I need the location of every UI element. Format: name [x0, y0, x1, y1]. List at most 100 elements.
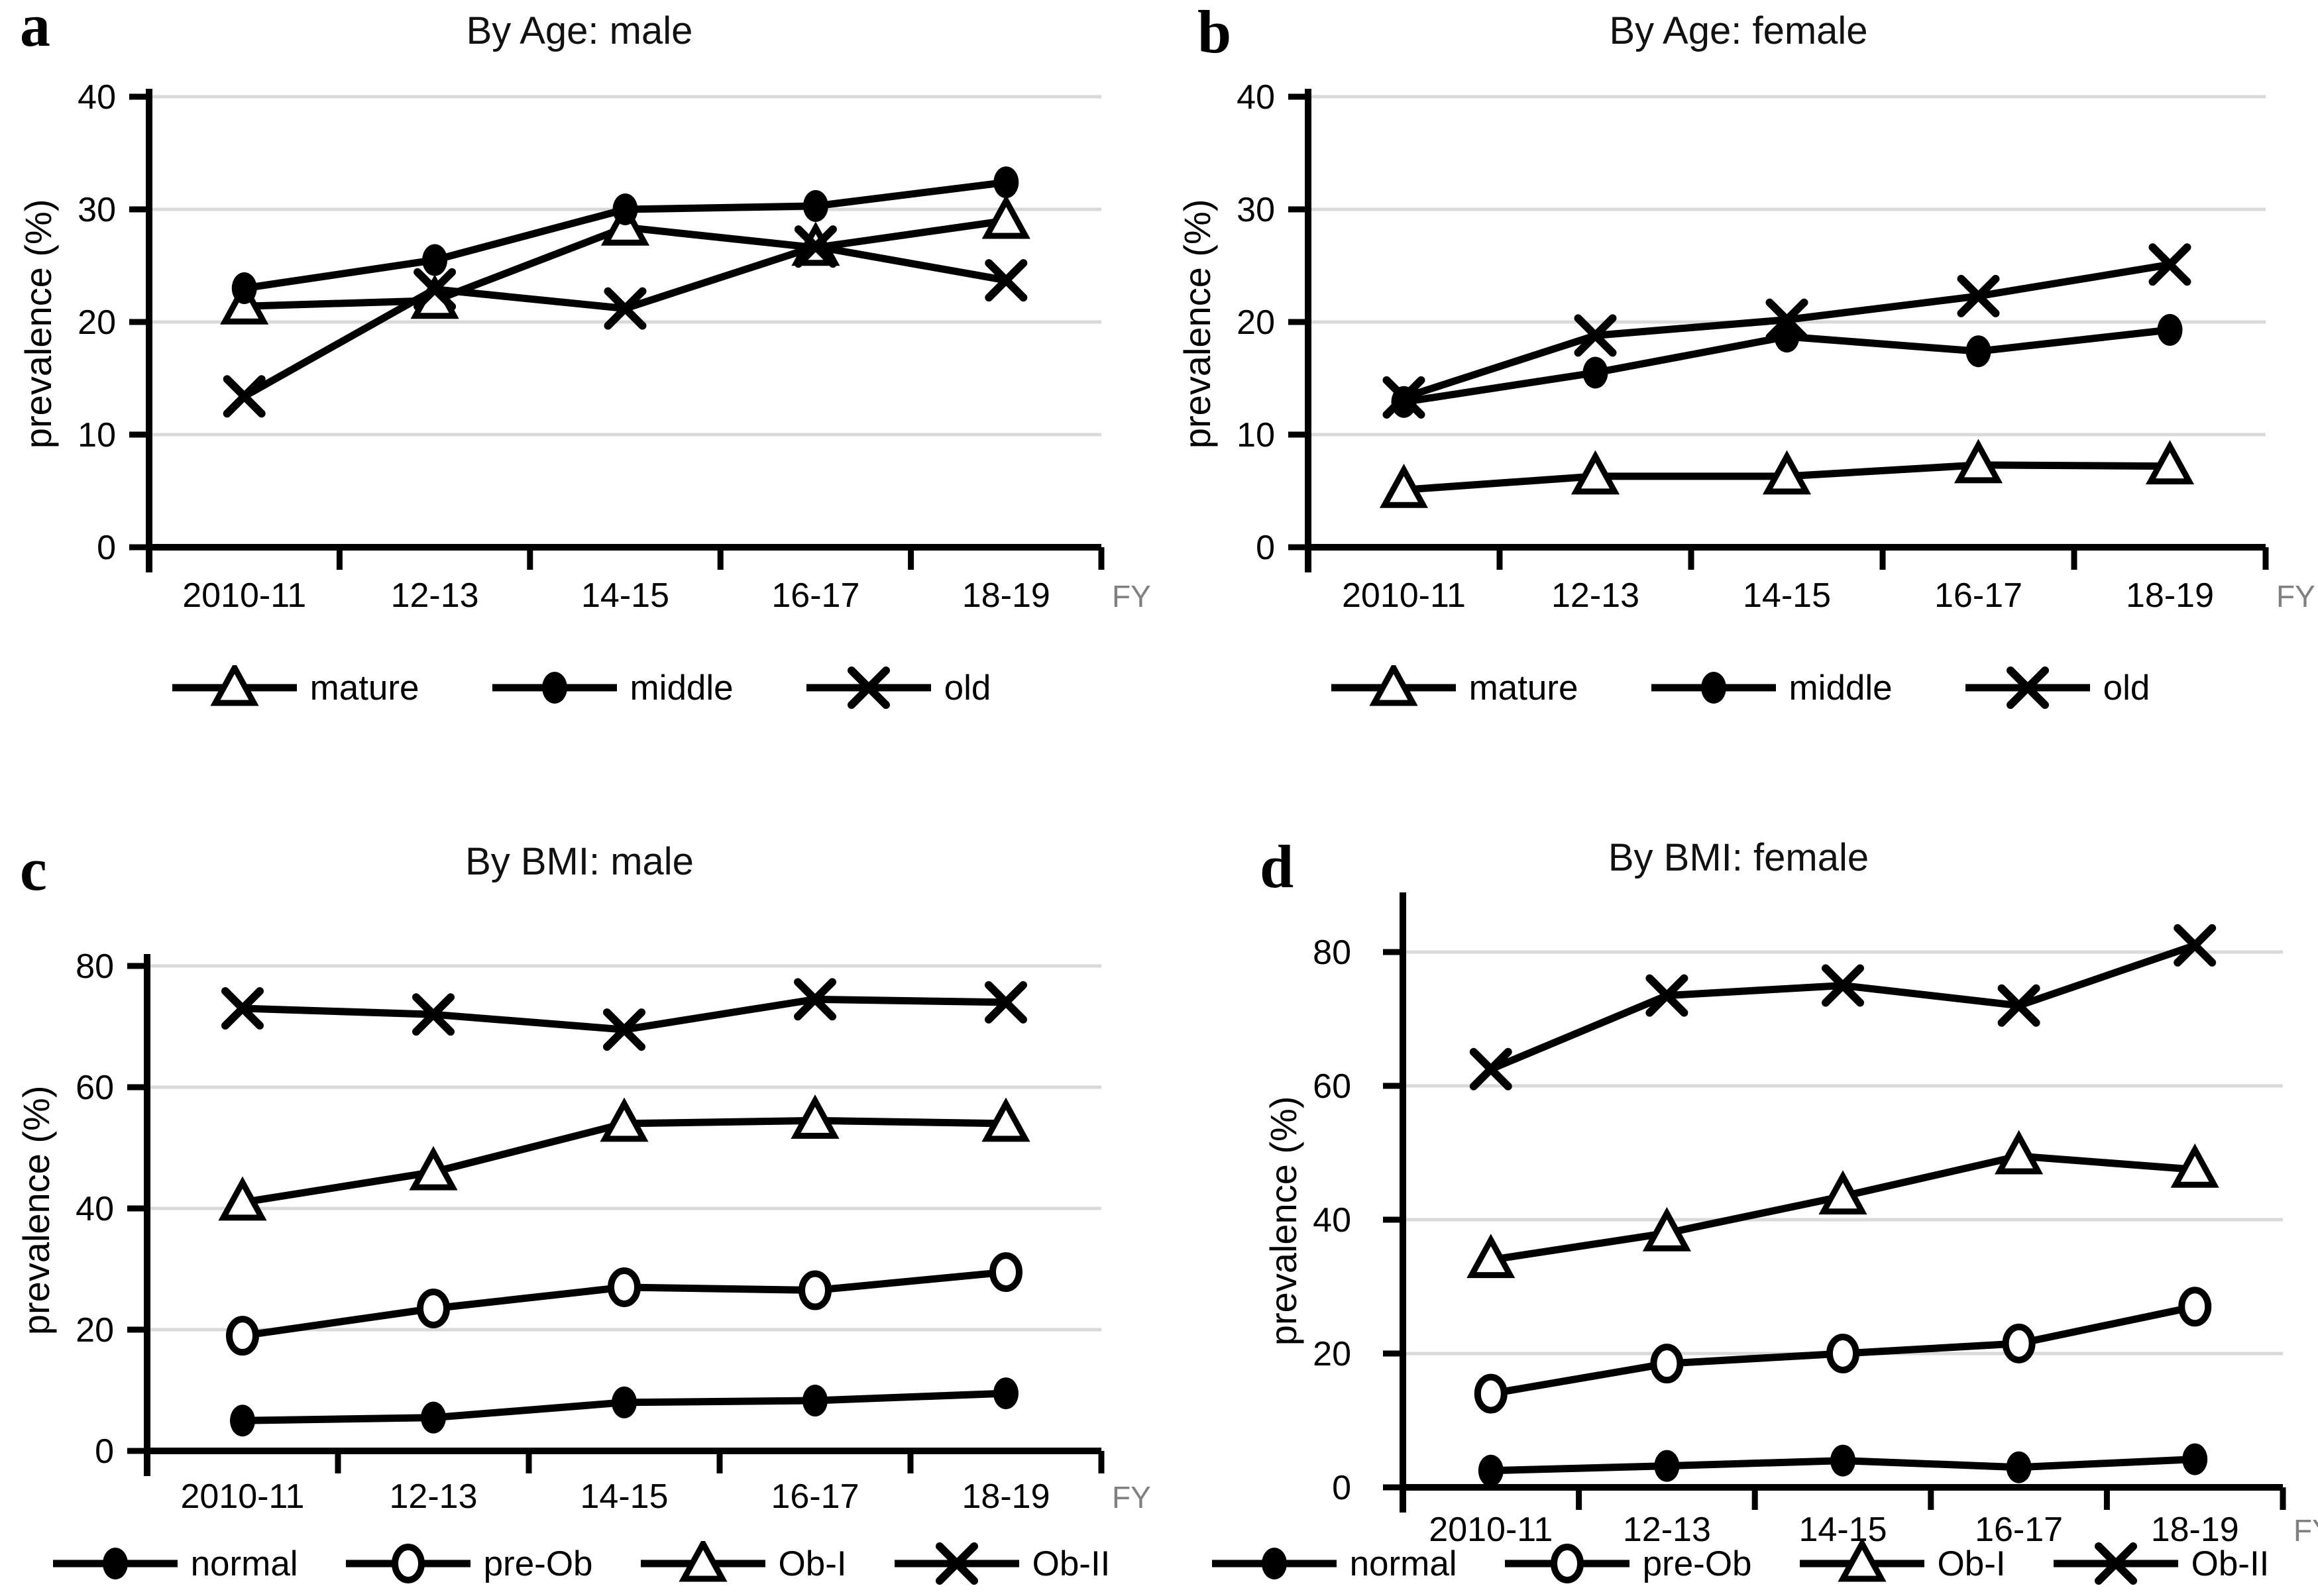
series-normal-circle-marker: [2006, 1451, 2032, 1483]
legend-item-old: old: [1961, 665, 2150, 710]
x-marker-stroke: [603, 1008, 645, 1051]
series-middle-circle-marker: [231, 272, 257, 304]
x-marker-stroke: [1822, 964, 1864, 1007]
x-tick-label-1: 12-13: [390, 1477, 478, 1516]
legend-key-middle: [1651, 672, 1776, 704]
series-normal-circle-marker: [1654, 1450, 1680, 1482]
series-mature-triangle-marker: [1379, 463, 1429, 508]
series-pre-Ob-open-circle-marker: [1826, 1334, 1859, 1373]
legend-item-middle: middle: [488, 665, 734, 710]
series-pre-Ob-open-circle-marker: [799, 1270, 832, 1310]
chart-canvas-a: 0 10 20 30 40 2010-11 12-13 14-15 16-17 18-19 FY: [78, 78, 1151, 615]
series-old-x-marker: [223, 375, 266, 418]
series-old-x-marker: [985, 259, 1028, 302]
x-marker-stroke: [985, 981, 1027, 1024]
y-tick-label-40: 40: [1237, 78, 1275, 117]
legend-item-mature: mature: [168, 665, 419, 710]
legend-item-mature: mature: [1327, 665, 1578, 710]
x-tick-label-0: 2010-11: [182, 576, 306, 615]
series-normal-circle-marker: [421, 1401, 446, 1434]
series-Ob-II-x-marker: [985, 981, 1027, 1024]
series-Ob-I-triangle-marker: [981, 1097, 1030, 1142]
legend-label-pre-Ob: pre-Ob: [483, 1544, 593, 1583]
x-marker-stroke: [414, 268, 457, 311]
legend-key-middle: [492, 672, 617, 704]
series-pre-Ob-open-circle-marker: [1474, 1373, 1508, 1414]
series-old-x-marker: [1957, 274, 2000, 317]
legend-item-pre-Ob: pre-Ob: [1501, 1541, 1752, 1586]
legend-item-normal: normal: [1208, 1541, 1457, 1586]
chart-title-b: By Age: female: [1609, 9, 1868, 52]
legend-normal-circle-marker: [1261, 1548, 1287, 1579]
y-tick-label-30: 30: [78, 191, 116, 229]
y-tick-label-60: 60: [1313, 1067, 1351, 1106]
y-tick-label-80: 80: [76, 947, 114, 986]
chart-canvas-b: 0 10 20 30 40 2010-11 12-13 14-15 16-17 18-19 FY: [1237, 78, 2315, 615]
series-Ob-I-triangle-marker: [218, 1176, 267, 1221]
x-tick-label-0: 2010-11: [181, 1477, 305, 1516]
x-tick-label-4: 18-19: [2151, 1511, 2239, 1549]
legend-item-Ob-II: Ob-II: [2050, 1541, 2270, 1586]
series-old-x-marker: [1574, 314, 1617, 357]
legend-key-Ob-II: [894, 1542, 1019, 1585]
legend-mature-triangle-marker: [1368, 665, 1418, 706]
series-normal-circle-marker: [2182, 1443, 2208, 1475]
legend-key-pre-Ob: [1504, 1544, 1629, 1583]
series-Ob-I-triangle-marker: [600, 1097, 649, 1142]
series-old-x-marker: [2148, 243, 2191, 286]
series-Ob-II-x-marker: [1645, 974, 1688, 1017]
legend-d: normal pre-Ob Ob-I Ob-II: [1159, 1541, 2318, 1586]
series-old-x-marker: [1382, 376, 1425, 419]
legend-mature-triangle-marker: [209, 665, 259, 706]
series-mature-triangle-marker: [1954, 439, 2003, 484]
y-tick-label-0: 0: [1256, 529, 1275, 567]
series-normal-circle-marker: [612, 1386, 637, 1418]
series-Ob-II-x-marker: [412, 993, 455, 1036]
legend-key-old: [1965, 666, 2090, 709]
fy-axis-label: FY: [1112, 1480, 1151, 1515]
legend-label-Ob-II: Ob-II: [2191, 1544, 2270, 1583]
series-mature-triangle-marker: [981, 194, 1030, 239]
legend-item-normal: normal: [49, 1541, 298, 1586]
series-mature-triangle-marker: [1571, 450, 1620, 495]
panel-letter-b: b: [1197, 0, 1232, 66]
y-tick-label-20: 20: [1313, 1335, 1351, 1373]
y-tick-label-0: 0: [97, 529, 116, 567]
y-tick-label-40: 40: [1313, 1201, 1351, 1240]
y-tick-label-40: 40: [78, 78, 116, 117]
legend-a: mature middle old: [0, 665, 1159, 710]
series-mature-triangle-marker: [2145, 440, 2195, 485]
x-tick-label-0: 2010-11: [1342, 576, 1466, 615]
legend-key-old: [806, 666, 931, 709]
fy-axis-label: FY: [2293, 1513, 2318, 1548]
panel-letter-c: c: [20, 835, 47, 903]
series-normal-circle-marker: [1830, 1444, 1855, 1477]
series-Ob-II-x-marker: [221, 987, 264, 1030]
y-tick-label-0: 0: [95, 1432, 114, 1471]
y-tick-label-30: 30: [1237, 191, 1275, 229]
legend-key-Ob-I: [1799, 1541, 1924, 1582]
legend-label-old: old: [2103, 668, 2150, 708]
legend-label-normal: normal: [190, 1544, 298, 1583]
chart-canvas-c: 0 20 40 60 80 2010-11 12-13 14-15 16-17 18-19 FY: [76, 947, 1151, 1516]
x-marker-stroke: [847, 666, 890, 709]
legend-middle-circle-marker: [1700, 672, 1726, 704]
series-pre-Ob-open-circle-marker: [2178, 1287, 2212, 1327]
x-marker-stroke: [1765, 298, 1808, 341]
series-Ob-II-x-marker: [2174, 924, 2217, 967]
legend-item-old: old: [802, 665, 991, 710]
legend-Ob-II-x-marker: [935, 1542, 978, 1585]
legend-label-middle: middle: [630, 668, 734, 708]
series-middle-circle-marker: [993, 166, 1019, 199]
x-tick-label-1: 12-13: [391, 576, 479, 615]
series-Ob-I-triangle-marker: [1466, 1234, 1516, 1279]
legend-item-Ob-I: Ob-I: [637, 1541, 847, 1586]
series-Ob-I-triangle-marker: [1818, 1170, 1867, 1215]
series-pre-Ob-open-circle-marker: [608, 1267, 641, 1307]
legend-label-Ob-II: Ob-II: [1032, 1544, 1111, 1583]
x-tick-label-0: 2010-11: [1429, 1511, 1553, 1549]
chart-canvas-d: 0 20 40 60 80 2010-11 12-13 14-15 16-17 18-19 FY: [1313, 892, 2318, 1549]
x-marker-stroke: [985, 259, 1028, 302]
x-tick-label-2: 14-15: [581, 576, 669, 615]
chart-title-d: By BMI: female: [1608, 836, 1869, 879]
